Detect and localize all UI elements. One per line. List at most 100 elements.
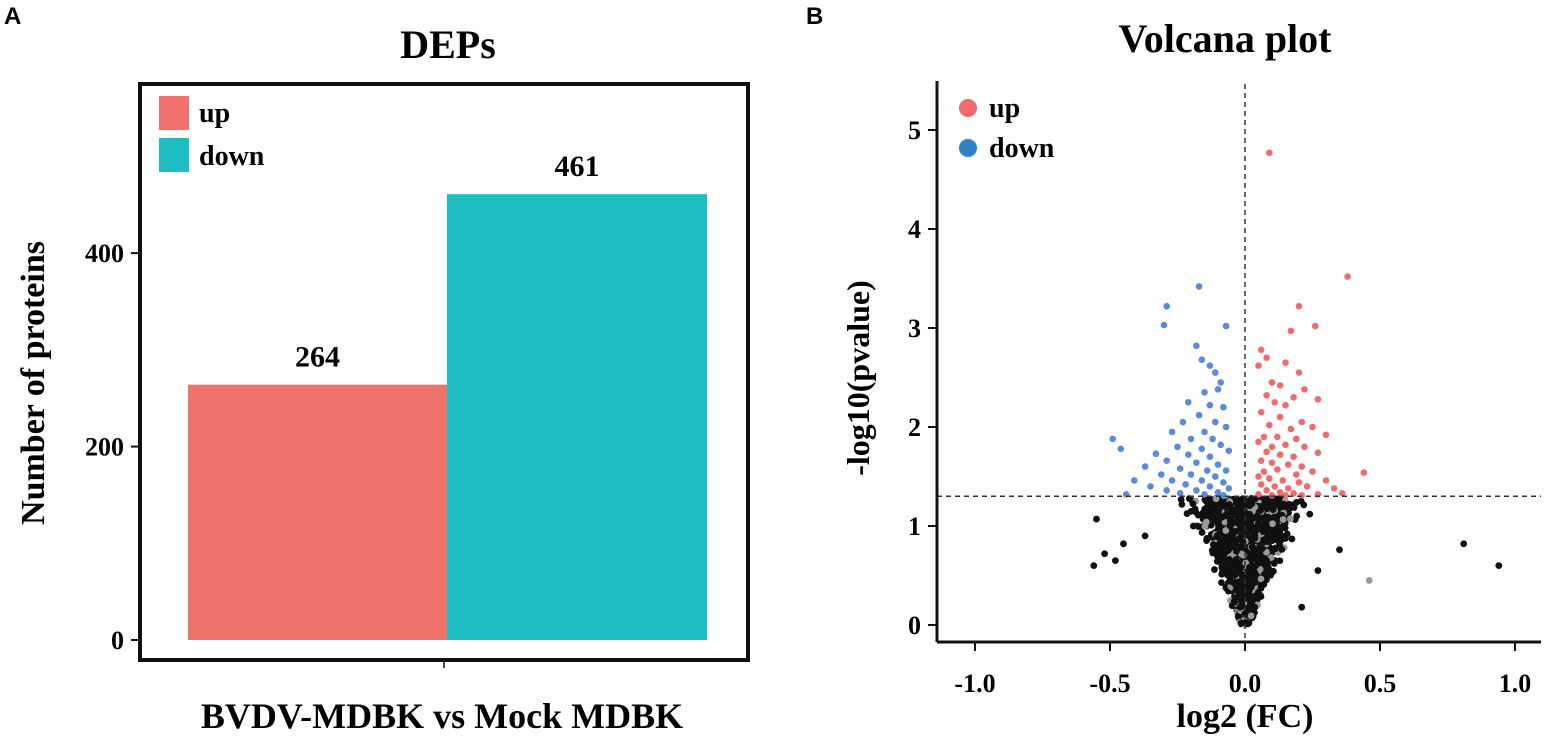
point-down	[1217, 441, 1224, 449]
point-ns-outlier	[1298, 603, 1306, 611]
bar-up	[188, 384, 447, 640]
point-up	[1330, 485, 1338, 492]
point-down	[1206, 453, 1214, 461]
y-axis-label-a: Number of proteins	[15, 241, 52, 525]
point-ns	[1234, 568, 1241, 575]
point-ns	[1218, 569, 1226, 577]
point-up	[1263, 448, 1270, 456]
point-ns	[1293, 512, 1301, 520]
x-tick-label-b: 0.0	[1229, 669, 1262, 698]
point-up	[1276, 413, 1284, 421]
point-ns	[1178, 500, 1186, 508]
point-up	[1257, 457, 1265, 464]
y-axis-label-b: -log10(pvalue)	[840, 280, 876, 476]
point-ns	[1244, 573, 1252, 581]
point-ns-outlier	[1090, 562, 1098, 569]
point-ns	[1232, 581, 1239, 589]
point-ns	[1203, 498, 1211, 505]
point-ns	[1203, 537, 1211, 545]
point-ns	[1300, 501, 1308, 509]
chart-b-title: Volcana plot	[1118, 16, 1332, 61]
point-up	[1274, 466, 1281, 473]
point-ns-outlier	[1365, 577, 1373, 584]
point-down	[1212, 473, 1219, 480]
point-up	[1268, 492, 1276, 499]
point-ns	[1213, 533, 1221, 541]
point-up	[1344, 273, 1351, 280]
point-down	[1168, 428, 1176, 436]
point-up	[1279, 477, 1287, 484]
point-up	[1268, 443, 1276, 451]
point-up	[1290, 453, 1297, 461]
point-ns	[1276, 532, 1283, 540]
point-up	[1290, 394, 1297, 401]
point-ns	[1288, 535, 1296, 543]
point-down	[1185, 398, 1192, 406]
point-ns	[1251, 574, 1259, 581]
point-ns	[1242, 530, 1250, 538]
point-ns	[1193, 522, 1201, 530]
point-ns	[1266, 569, 1273, 576]
point-up	[1284, 485, 1292, 492]
point-up	[1298, 492, 1305, 499]
point-up	[1255, 438, 1262, 446]
point-up	[1276, 451, 1284, 459]
point-down	[1187, 435, 1195, 443]
point-up	[1266, 149, 1273, 157]
x-tick-label-b: 0.5	[1364, 669, 1397, 698]
point-down	[1212, 418, 1219, 426]
point-up	[1257, 408, 1265, 416]
legend-up-swatch	[159, 96, 189, 130]
point-ns	[1272, 544, 1279, 552]
point-ns	[1259, 558, 1267, 566]
point-ns	[1238, 516, 1246, 524]
point-down	[1176, 490, 1184, 497]
bar-value-label-up: 264	[295, 341, 340, 374]
point-ns	[1233, 547, 1240, 555]
point-ns	[1280, 521, 1288, 529]
point-ns	[1245, 595, 1252, 603]
x-axis-label-a: BVDV-MDBK vs Mock MDBK	[201, 696, 683, 736]
point-down	[1225, 485, 1233, 492]
point-ns	[1276, 557, 1284, 565]
point-down	[1163, 302, 1170, 310]
point-down	[1168, 477, 1176, 484]
point-ns	[1237, 597, 1245, 605]
point-ns	[1241, 584, 1248, 592]
point-ns-outlier	[1460, 540, 1468, 548]
point-down	[1201, 428, 1208, 436]
point-ns	[1257, 507, 1264, 514]
point-down	[1198, 477, 1206, 484]
point-ns	[1223, 548, 1231, 555]
point-up	[1284, 461, 1292, 468]
point-down	[1147, 483, 1154, 490]
point-ns	[1259, 528, 1267, 536]
axis-ticks-group: 0 1 2 3 4 5 -1.0 -0.5 0.0 0.5 1.0	[908, 116, 1531, 698]
point-ns	[1198, 529, 1206, 536]
point-ns	[1263, 538, 1271, 545]
y-tick-label-b: 1	[908, 512, 921, 541]
point-up	[1266, 475, 1273, 482]
point-up	[1266, 421, 1273, 429]
point-ns	[1237, 619, 1245, 627]
point-up	[1295, 302, 1303, 310]
x-tick-label-b: -1.0	[954, 669, 995, 698]
point-ns	[1254, 520, 1262, 528]
point-ns-outlier	[1101, 550, 1108, 558]
point-ns	[1248, 543, 1256, 551]
point-ns	[1228, 564, 1236, 571]
legend-a: up down	[159, 96, 265, 172]
point-down	[1187, 471, 1195, 478]
point-down	[1131, 477, 1138, 484]
point-up	[1293, 471, 1300, 478]
point-ns	[1270, 560, 1278, 567]
point-up	[1287, 425, 1295, 433]
point-up	[1287, 327, 1295, 335]
point-ns-outlier	[1112, 557, 1119, 565]
point-down	[1163, 487, 1170, 494]
point-up	[1271, 483, 1278, 490]
bar-down	[447, 194, 707, 641]
point-up	[1263, 487, 1270, 494]
point-ns	[1250, 526, 1257, 534]
